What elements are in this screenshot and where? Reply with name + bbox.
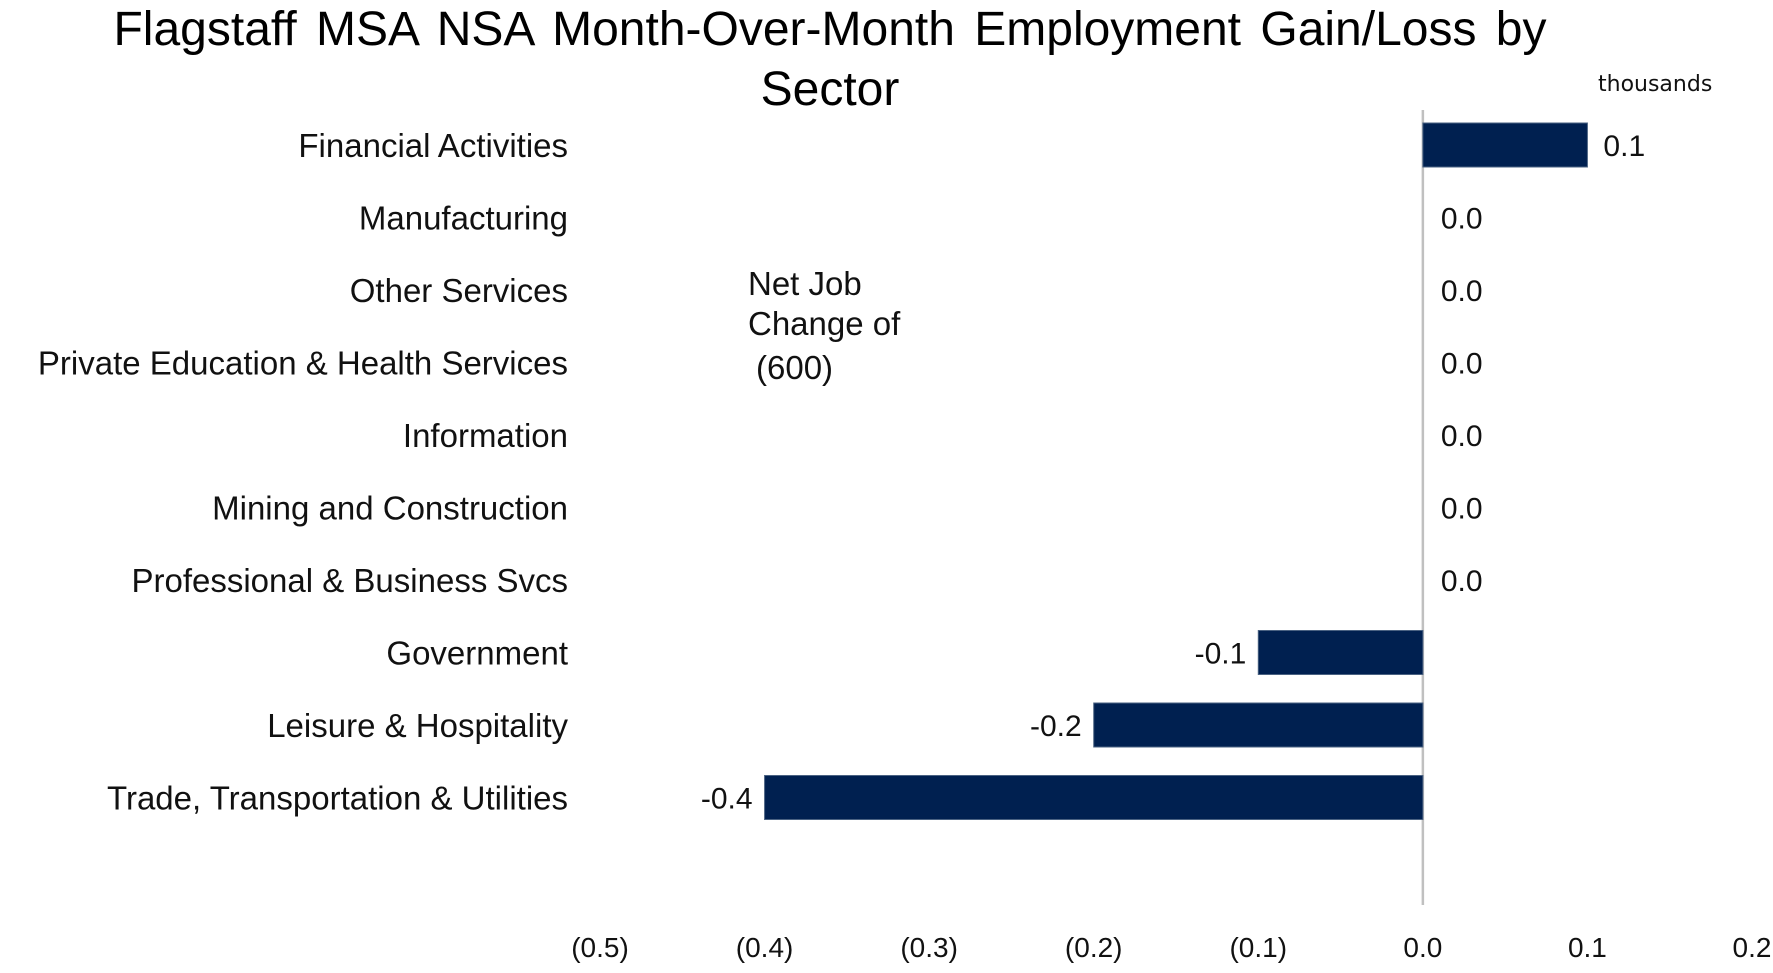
x-tick-label: (0.3) [900, 932, 958, 963]
category-label-information: Information [403, 417, 568, 454]
category-label-manufacturing: Manufacturing [359, 200, 568, 237]
data-label-trade-transportation-utilities: -0.4 [701, 783, 753, 816]
net-job-change-annotation: Net Job Change of (600) [748, 264, 900, 388]
x-tick-label: (0.2) [1065, 932, 1123, 963]
category-label-professional-business-svcs: Professional & Business Svcs [131, 562, 568, 599]
category-label-private-education-health-services: Private Education & Health Services [38, 345, 568, 382]
bar-financial-activities [1422, 122, 1588, 168]
category-label-mining-and-construction: Mining and Construction [212, 490, 568, 527]
data-label-professional-business-svcs: 0.0 [1441, 565, 1483, 598]
category-label-leisure-hospitality: Leisure & Hospitality [267, 707, 568, 744]
category-label-government: Government [386, 635, 568, 672]
data-label-financial-activities: 0.1 [1603, 130, 1645, 163]
annotation-line-1: Net Job [748, 265, 862, 302]
x-tick-label: (0.5) [571, 932, 629, 963]
x-tick-label: (0.1) [1229, 932, 1287, 963]
x-tick-label: (0.4) [736, 932, 794, 963]
annotation-value: (600) [756, 349, 834, 386]
bar-government [1257, 630, 1424, 675]
bar-trade-transportation-utilities [764, 775, 1424, 820]
data-label-private-education-health-services: 0.0 [1441, 348, 1483, 381]
category-label-financial-activities: Financial Activities [298, 127, 568, 164]
x-tick-label: 0.1 [1568, 932, 1607, 963]
data-label-leisure-hospitality: -0.2 [1030, 710, 1082, 743]
annotation-line-2: Change of [748, 305, 901, 342]
units-label: thousands [1598, 72, 1713, 97]
data-label-information: 0.0 [1441, 420, 1483, 453]
data-label-other-services: 0.0 [1441, 275, 1483, 308]
category-label-trade-transportation-utilities: Trade, Transportation & Utilities [107, 780, 568, 817]
category-label-other-services: Other Services [350, 272, 568, 309]
data-label-government: -0.1 [1195, 638, 1247, 671]
chart-title: Flagstaff MSA NSA Month-Over-Month Emplo… [113, 3, 1547, 116]
x-tick-label: 0.0 [1403, 932, 1442, 963]
data-label-manufacturing: 0.0 [1441, 203, 1483, 236]
bar-leisure-hospitality [1093, 702, 1424, 748]
data-label-mining-and-construction: 0.0 [1441, 493, 1483, 526]
x-tick-label: 0.2 [1733, 932, 1772, 963]
